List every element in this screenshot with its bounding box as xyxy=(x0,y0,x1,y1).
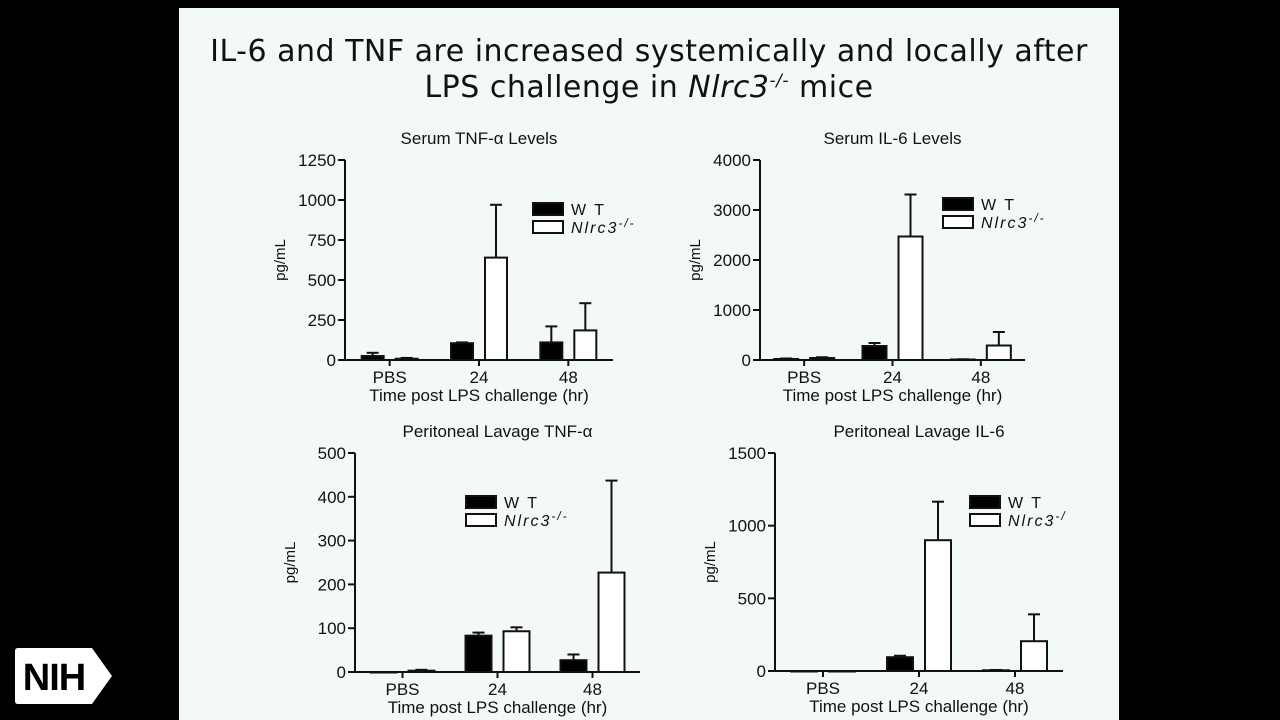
x-tick-label: 48 xyxy=(583,680,602,699)
legend-label-nlrc3: Nlrc3-/ xyxy=(1008,509,1067,530)
chart-lavage-il6: Peritoneal Lavage IL-6 0 500 1000 1500 pg/mL P… xyxy=(702,422,1067,716)
y-tick-label: 3000 xyxy=(713,201,751,220)
slide-title-line2: LPS challenge in Nlrc3-/- mice xyxy=(179,70,1119,105)
x-tick-label: 48 xyxy=(1006,679,1025,698)
bar-nlrc3 xyxy=(502,630,531,674)
legend-label-superscript: -/- xyxy=(1028,211,1045,225)
y-tick-label: 1000 xyxy=(298,191,336,210)
y-tick-label: 4000 xyxy=(713,151,751,170)
legend-swatch-nlrc3 xyxy=(465,513,497,527)
bar-nlrc3 xyxy=(597,571,626,674)
y-tick-label: 1500 xyxy=(728,444,766,463)
x-axis-label: Time post LPS challenge (hr) xyxy=(783,386,1003,405)
x-tick-label: 48 xyxy=(559,368,578,387)
slide-title-suffix: mice xyxy=(789,70,874,105)
x-tick-label: 48 xyxy=(971,368,990,387)
legend-label-wt: W T xyxy=(504,495,539,512)
legend-label-superscript: -/- xyxy=(618,216,635,230)
legend-label-superscript: -/- xyxy=(551,509,568,523)
x-tick-label: 24 xyxy=(470,368,489,387)
legend-label-wt: W T xyxy=(981,197,1016,214)
y-tick-label: 0 xyxy=(327,351,336,370)
legend-label-wt: W T xyxy=(571,202,606,219)
legend-swatch-wt xyxy=(532,202,564,216)
chart-serum-il6: Serum IL-6 Levels 0 1000 2000 3000 4000 pg/mL P… xyxy=(687,129,1046,405)
chart-serum-tnf: Serum TNF-α Levels 0 250 500 750 1000 1250 pg/m… xyxy=(272,129,636,405)
bar-nlrc3 xyxy=(828,670,856,673)
slide-title-prefix: LPS challenge in xyxy=(424,70,689,105)
bar-wt xyxy=(450,342,474,361)
bar-wt xyxy=(790,670,818,673)
bar-nlrc3 xyxy=(573,329,598,361)
legend-swatch-wt xyxy=(465,495,497,509)
bar-wt xyxy=(464,634,493,673)
nih-chevron-logo: NIH xyxy=(15,647,116,705)
slide: IL-6 and TNF are increased systemically … xyxy=(179,8,1119,720)
y-tick-label: 0 xyxy=(742,351,751,370)
y-tick-label: 500 xyxy=(308,271,336,290)
bar-wt xyxy=(369,671,398,674)
legend-swatch-wt xyxy=(969,495,1001,509)
bar-wt xyxy=(360,355,385,361)
x-tick-label: PBS xyxy=(385,680,419,699)
bar-wt xyxy=(861,345,888,361)
y-tick-label: 100 xyxy=(318,619,346,638)
legend-label-nlrc3: Nlrc3-/- xyxy=(981,211,1046,232)
chart-title: Peritoneal Lavage TNF-α xyxy=(403,422,593,441)
y-tick-label: 750 xyxy=(308,231,336,250)
y-axis-label: pg/mL xyxy=(272,239,289,281)
chart-lavage-tnf: Peritoneal Lavage TNF-α 0 100 200 300 400 500 p… xyxy=(282,422,640,717)
chart-title: Serum IL-6 Levels xyxy=(824,129,962,148)
legend-label-wt: W T xyxy=(1008,495,1043,512)
y-tick-label: 1250 xyxy=(298,151,336,170)
y-tick-label: 2000 xyxy=(713,251,751,270)
y-tick-label: 500 xyxy=(318,444,346,463)
x-tick-label: PBS xyxy=(787,368,821,387)
legend-label-nlrc3: Nlrc3-/- xyxy=(571,216,636,237)
legend-label-superscript: -/ xyxy=(1055,509,1066,523)
bar-nlrc3 xyxy=(924,539,952,672)
x-tick-label: 24 xyxy=(488,680,507,699)
bar-wt xyxy=(559,659,588,673)
x-tick-label: PBS xyxy=(373,368,407,387)
bar-nlrc3 xyxy=(407,669,436,674)
x-tick-label: 24 xyxy=(883,368,902,387)
legend-swatch-nlrc3 xyxy=(532,220,564,234)
chart-title: Peritoneal Lavage IL-6 xyxy=(833,422,1004,441)
x-axis-label: Time post LPS challenge (hr) xyxy=(809,697,1029,716)
bar-nlrc3 xyxy=(484,256,508,361)
y-tick-label: 1000 xyxy=(713,301,751,320)
legend-label-nlrc3: Nlrc3-/- xyxy=(504,509,569,530)
bar-wt xyxy=(886,656,914,672)
bar-nlrc3 xyxy=(985,344,1012,361)
x-axis-label: Time post LPS challenge (hr) xyxy=(369,386,589,405)
x-axis-label: Time post LPS challenge (hr) xyxy=(388,698,608,717)
slide-title-gene: Nlrc3 xyxy=(688,70,770,105)
slide-title-superscript: -/- xyxy=(769,71,789,91)
legend-swatch-nlrc3 xyxy=(969,513,1001,527)
chart-title: Serum TNF-α Levels xyxy=(401,129,558,148)
y-tick-label: 200 xyxy=(318,575,346,594)
x-tick-label: 24 xyxy=(910,679,929,698)
y-tick-label: 0 xyxy=(337,663,346,682)
legend-swatch-nlrc3 xyxy=(942,215,974,229)
legend-swatch-wt xyxy=(942,197,974,211)
x-tick-label: PBS xyxy=(806,679,840,698)
y-axis-label: pg/mL xyxy=(282,542,299,584)
y-tick-label: 1000 xyxy=(728,517,766,536)
bar-nlrc3 xyxy=(809,357,836,361)
bar-wt xyxy=(539,341,564,361)
y-tick-label: 300 xyxy=(318,532,346,551)
y-axis-label: pg/mL xyxy=(702,541,719,583)
bar-nlrc3 xyxy=(1020,640,1048,672)
nih-logo-text: NIH xyxy=(23,657,85,699)
y-tick-label: 0 xyxy=(757,662,766,681)
y-axis-label: pg/mL xyxy=(687,239,704,281)
slide-title-line1: IL-6 and TNF are increased systemically … xyxy=(210,34,1088,69)
bar-nlrc3 xyxy=(897,235,924,361)
y-tick-label: 500 xyxy=(738,589,766,608)
y-tick-label: 400 xyxy=(318,488,346,507)
y-tick-label: 250 xyxy=(308,311,336,330)
